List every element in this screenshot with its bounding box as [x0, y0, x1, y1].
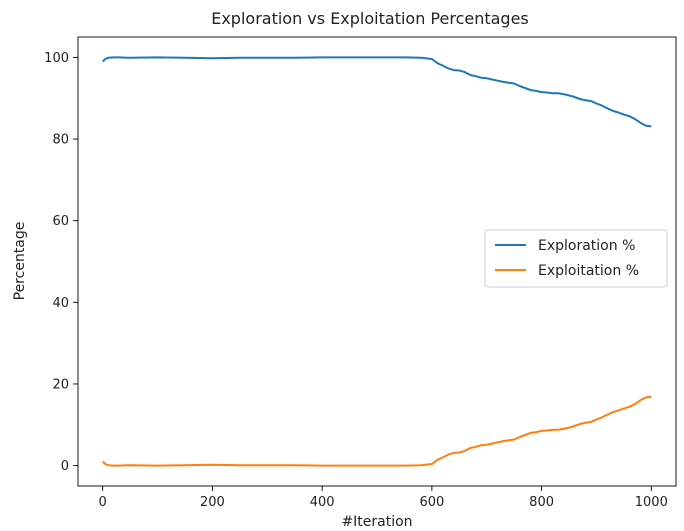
x-tick-label: 0	[99, 495, 107, 510]
y-tick-label: 40	[52, 296, 69, 311]
series-line-exploration	[102, 56, 652, 128]
y-tick-label: 20	[52, 377, 69, 392]
y-tick-label: 100	[44, 51, 69, 66]
legend-label-exploitation: Exploitation %	[538, 263, 639, 279]
y-tick-label: 80	[52, 133, 69, 148]
x-axis-ticks: 0 200 400 600 800 1000	[99, 486, 668, 510]
x-axis-label: #Iteration	[341, 514, 412, 530]
legend: Exploration % Exploitation %	[484, 229, 668, 288]
legend-box	[484, 229, 668, 288]
series-layer	[102, 56, 652, 467]
x-tick-label: 800	[529, 495, 554, 510]
y-axis-label: Percentage	[12, 222, 28, 301]
x-tick-label: 1000	[635, 495, 668, 510]
axes-layer	[77, 36, 677, 487]
x-tick-label: 600	[419, 495, 444, 510]
y-tick-label: 0	[61, 459, 69, 474]
y-axis-ticks: 0 20 40 60 80 100	[44, 51, 78, 474]
chart-title: Exploration vs Exploitation Percentages	[211, 9, 529, 28]
x-tick-label: 200	[200, 495, 225, 510]
legend-label-exploration: Exploration %	[538, 238, 635, 254]
series-line-exploitation	[102, 395, 652, 467]
y-tick-label: 60	[52, 214, 69, 229]
plot-frame	[77, 36, 677, 487]
x-tick-label: 400	[310, 495, 335, 510]
